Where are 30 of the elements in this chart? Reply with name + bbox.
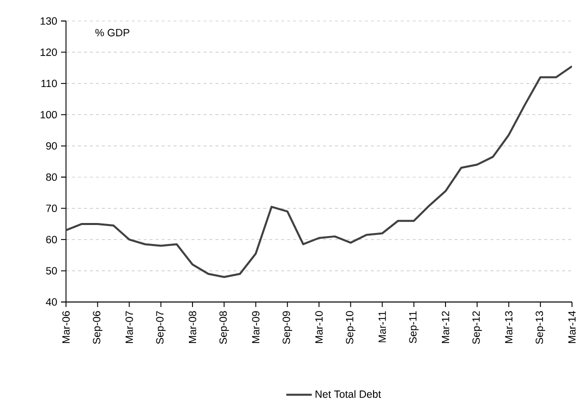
line-series bbox=[66, 65, 572, 278]
x-tick-label: Mar-14 bbox=[568, 311, 576, 343]
x-tick-label: Sep-07 bbox=[156, 311, 166, 344]
y-tick-label: 90 bbox=[46, 142, 57, 150]
y-tick-label: 100 bbox=[40, 110, 57, 118]
y-tick-label: 130 bbox=[40, 17, 57, 25]
y-tick-label: 70 bbox=[46, 204, 57, 212]
x-tick-label: Mar-07 bbox=[126, 311, 133, 343]
x-tick-label: Mar-08 bbox=[188, 311, 196, 343]
y-axis-title: % GDP bbox=[95, 28, 130, 36]
x-tick-label: Mar-13 bbox=[505, 311, 512, 343]
y-tick-label: 120 bbox=[40, 48, 57, 56]
x-tick-label: Mar-10 bbox=[315, 311, 323, 343]
x-tick-label: Sep-06 bbox=[92, 311, 102, 344]
x-tick-label: Sep-13 bbox=[536, 311, 546, 344]
x-tick-label: Sep-10 bbox=[346, 311, 356, 344]
x-tick-label: Sep-09 bbox=[282, 311, 292, 344]
x-tick-label: Mar-09 bbox=[252, 311, 260, 343]
legend-label: Net Total Debt bbox=[316, 390, 381, 398]
x-tick-label: Sep-08 bbox=[219, 311, 229, 344]
x-tick-label: Sep-12 bbox=[472, 311, 482, 344]
y-tick-label: 50 bbox=[46, 267, 57, 274]
x-tick-label: Mar-06 bbox=[62, 311, 70, 343]
x-tick-label: Sep-11 bbox=[409, 311, 419, 344]
y-tick-label: 80 bbox=[46, 173, 57, 181]
y-tick-label: 40 bbox=[46, 298, 57, 306]
y-tick-label: 60 bbox=[46, 236, 57, 244]
y-tick-label: 110 bbox=[41, 80, 57, 88]
x-tick-label: Mar-11 bbox=[378, 311, 386, 342]
x-tick-label: Mar-12 bbox=[442, 311, 450, 343]
